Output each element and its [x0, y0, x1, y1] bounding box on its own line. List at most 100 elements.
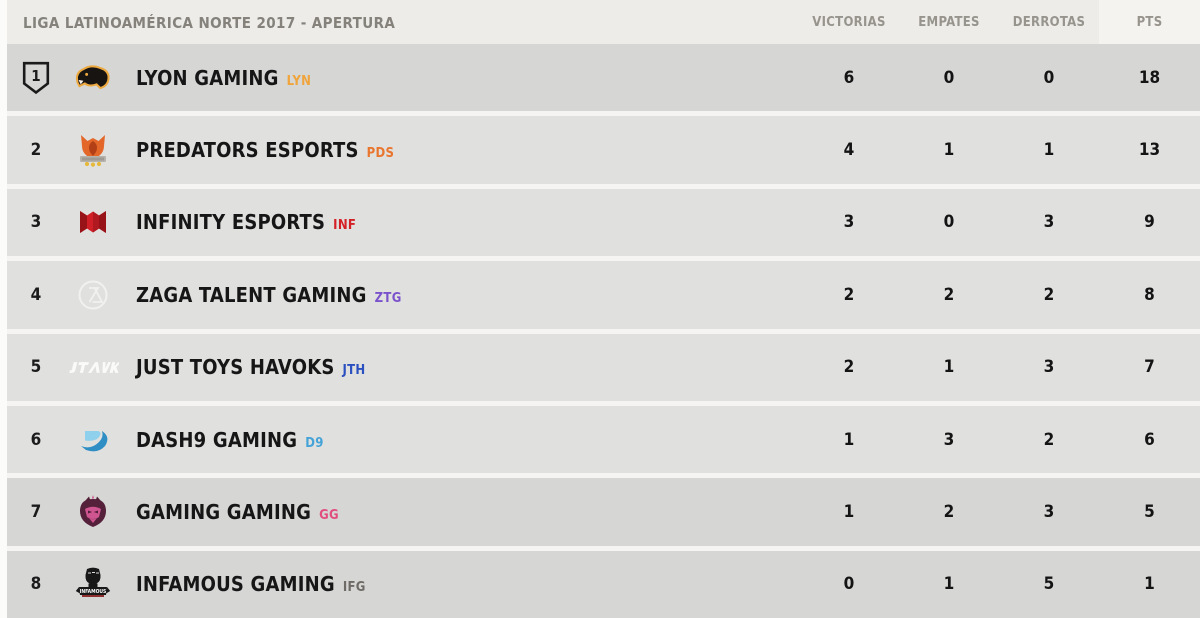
zaga-talent-circle-logo-icon [78, 280, 108, 310]
pts-value: 5 [1144, 501, 1155, 522]
team-name-cell: DASH9 GAMING D9 [121, 428, 799, 452]
derrotas-value: 3 [1043, 357, 1055, 378]
victorias-value: 1 [843, 429, 855, 450]
column-header-victorias: VICTORIAS [812, 14, 886, 30]
team-name-cell: INFINITY ESPORTS INF [121, 210, 799, 234]
derrotas-value: 5 [1043, 574, 1055, 595]
team-logo [65, 130, 121, 170]
derrotas-value: 2 [1043, 429, 1055, 450]
victorias-value: 4 [843, 140, 855, 161]
predators-demon-logo-icon [80, 135, 106, 167]
team-name-cell: PREDATORS ESPORTS PDS [121, 138, 799, 162]
derrotas-value: 2 [1043, 284, 1055, 305]
empates-value: 1 [943, 357, 955, 378]
rank-badge: 3 [22, 205, 50, 239]
infamous-banner-text: INFAMOUS [80, 590, 107, 596]
team-name[interactable]: LYON GAMING [136, 65, 279, 90]
rank-badge: 2 [22, 133, 50, 167]
table-row[interactable]: 6 DASH9 GAMING D9 1 3 2 6 [7, 405, 1200, 474]
rank-cell: 4 [7, 278, 65, 312]
empates-value: 1 [943, 140, 955, 161]
league-title-cell: LIGA LATINOAMÉRICA NORTE 2017 - APERTURA [7, 13, 799, 32]
pts-value: 13 [1138, 140, 1161, 161]
victorias-value: 6 [843, 67, 855, 88]
team-name[interactable]: INFINITY ESPORTS [136, 210, 326, 235]
pts-value: 6 [1144, 429, 1155, 450]
team-name[interactable]: ZAGA TALENT GAMING [136, 282, 367, 307]
rank-badge: 8 [22, 567, 50, 601]
rank-badge: 1 [22, 61, 50, 95]
rank-number: 2 [30, 140, 42, 161]
team-tag: INF [333, 218, 357, 234]
table-row[interactable]: 7 GAMING GAMING GG [7, 478, 1200, 546]
rank-cell: 8 [7, 567, 65, 601]
team-name[interactable]: INFAMOUS GAMING [136, 572, 335, 597]
empates-value: 2 [943, 501, 955, 522]
rank-cell: 3 [7, 205, 65, 239]
derrotas-value: 3 [1043, 501, 1055, 522]
victorias-value: 2 [843, 284, 855, 305]
infamous-fist-logo-icon: INFAMOUS [75, 567, 111, 598]
pts-value: 9 [1144, 212, 1155, 233]
empates-value: 0 [943, 67, 955, 88]
table-row[interactable]: 8 INFAMOUS INFAMOUS GAMING [7, 550, 1200, 618]
team-logo [65, 202, 121, 242]
team-name[interactable]: JUST TOYS HAVOKS [136, 355, 335, 380]
league-title: LIGA LATINOAMÉRICA NORTE 2017 - APERTURA [23, 13, 396, 32]
team-name-cell: ZAGA TALENT GAMING ZTG [121, 283, 799, 307]
team-name-cell: INFAMOUS GAMING IFG [121, 572, 799, 596]
havoks-wordmark-logo-icon [69, 361, 119, 373]
team-logo [65, 275, 121, 315]
rank-cell: 5 [7, 350, 65, 384]
rank-badge: 4 [22, 278, 50, 312]
team-name-cell: JUST TOYS HAVOKS JTH [121, 355, 799, 379]
team-tag: LYN [286, 73, 312, 89]
team-logo [65, 492, 121, 532]
victorias-value: 2 [843, 357, 855, 378]
table-row[interactable]: 3 INFINITY ESPORTS INF 3 0 3 9 [7, 188, 1200, 257]
team-tag: ZTG [374, 290, 402, 306]
first-place-badge-icon [22, 61, 50, 94]
victorias-value: 3 [843, 212, 855, 233]
team-name-cell: LYON GAMING LYN [121, 66, 799, 90]
rank-number: 4 [30, 284, 42, 305]
team-name-cell: GAMING GAMING GG [121, 500, 799, 524]
table-row[interactable]: 2 PREDATORS ESPORTS PDS [7, 116, 1200, 184]
rank-badge: 5 [22, 350, 50, 384]
empates-value: 1 [943, 574, 955, 595]
team-logo: INFAMOUS [65, 564, 121, 604]
rank-number: 6 [30, 429, 42, 450]
table-row[interactable]: 4 ZAGA TALENT GAMING ZTG 2 2 2 8 [7, 261, 1200, 329]
pts-value: 8 [1144, 284, 1155, 305]
empates-value: 0 [943, 212, 955, 233]
rank-badge: 7 [22, 495, 50, 529]
rank-number: 8 [30, 574, 42, 595]
table-row[interactable]: 1 LYON GAMING LYN 6 0 0 18 [7, 44, 1200, 112]
pts-value: 7 [1144, 357, 1155, 378]
rank-badge: 6 [22, 423, 50, 457]
team-logo [65, 58, 121, 98]
team-name[interactable]: DASH9 GAMING [136, 427, 298, 452]
table-row[interactable]: 5 JUST TOYS HAVOKS [7, 333, 1200, 401]
column-header-pts: PTS [1099, 0, 1200, 44]
team-name[interactable]: GAMING GAMING [136, 499, 312, 524]
rank-number: 1 [31, 66, 41, 85]
standings-widget: LIGA LATINOAMÉRICA NORTE 2017 - APERTURA… [7, 0, 1200, 618]
column-header-derrotas: DERROTAS [1012, 14, 1086, 30]
pts-value: 1 [1144, 574, 1155, 595]
team-logo [65, 420, 121, 460]
team-tag: IFG [342, 580, 366, 596]
column-header-empates: EMPATES [918, 14, 980, 30]
empates-value: 3 [943, 429, 955, 450]
derrotas-value: 0 [1043, 67, 1055, 88]
pts-value: 18 [1138, 67, 1161, 88]
rank-cell: 6 [7, 423, 65, 457]
team-name[interactable]: PREDATORS ESPORTS [136, 138, 359, 163]
rank-cell: 7 [7, 495, 65, 529]
rank-cell: 2 [7, 133, 65, 167]
team-logo [65, 359, 121, 376]
team-tag: GG [319, 507, 339, 523]
victorias-value: 0 [843, 574, 855, 595]
standings-rows: 1 LYON GAMING LYN 6 0 0 18 [7, 44, 1200, 618]
team-tag: D9 [305, 435, 324, 451]
